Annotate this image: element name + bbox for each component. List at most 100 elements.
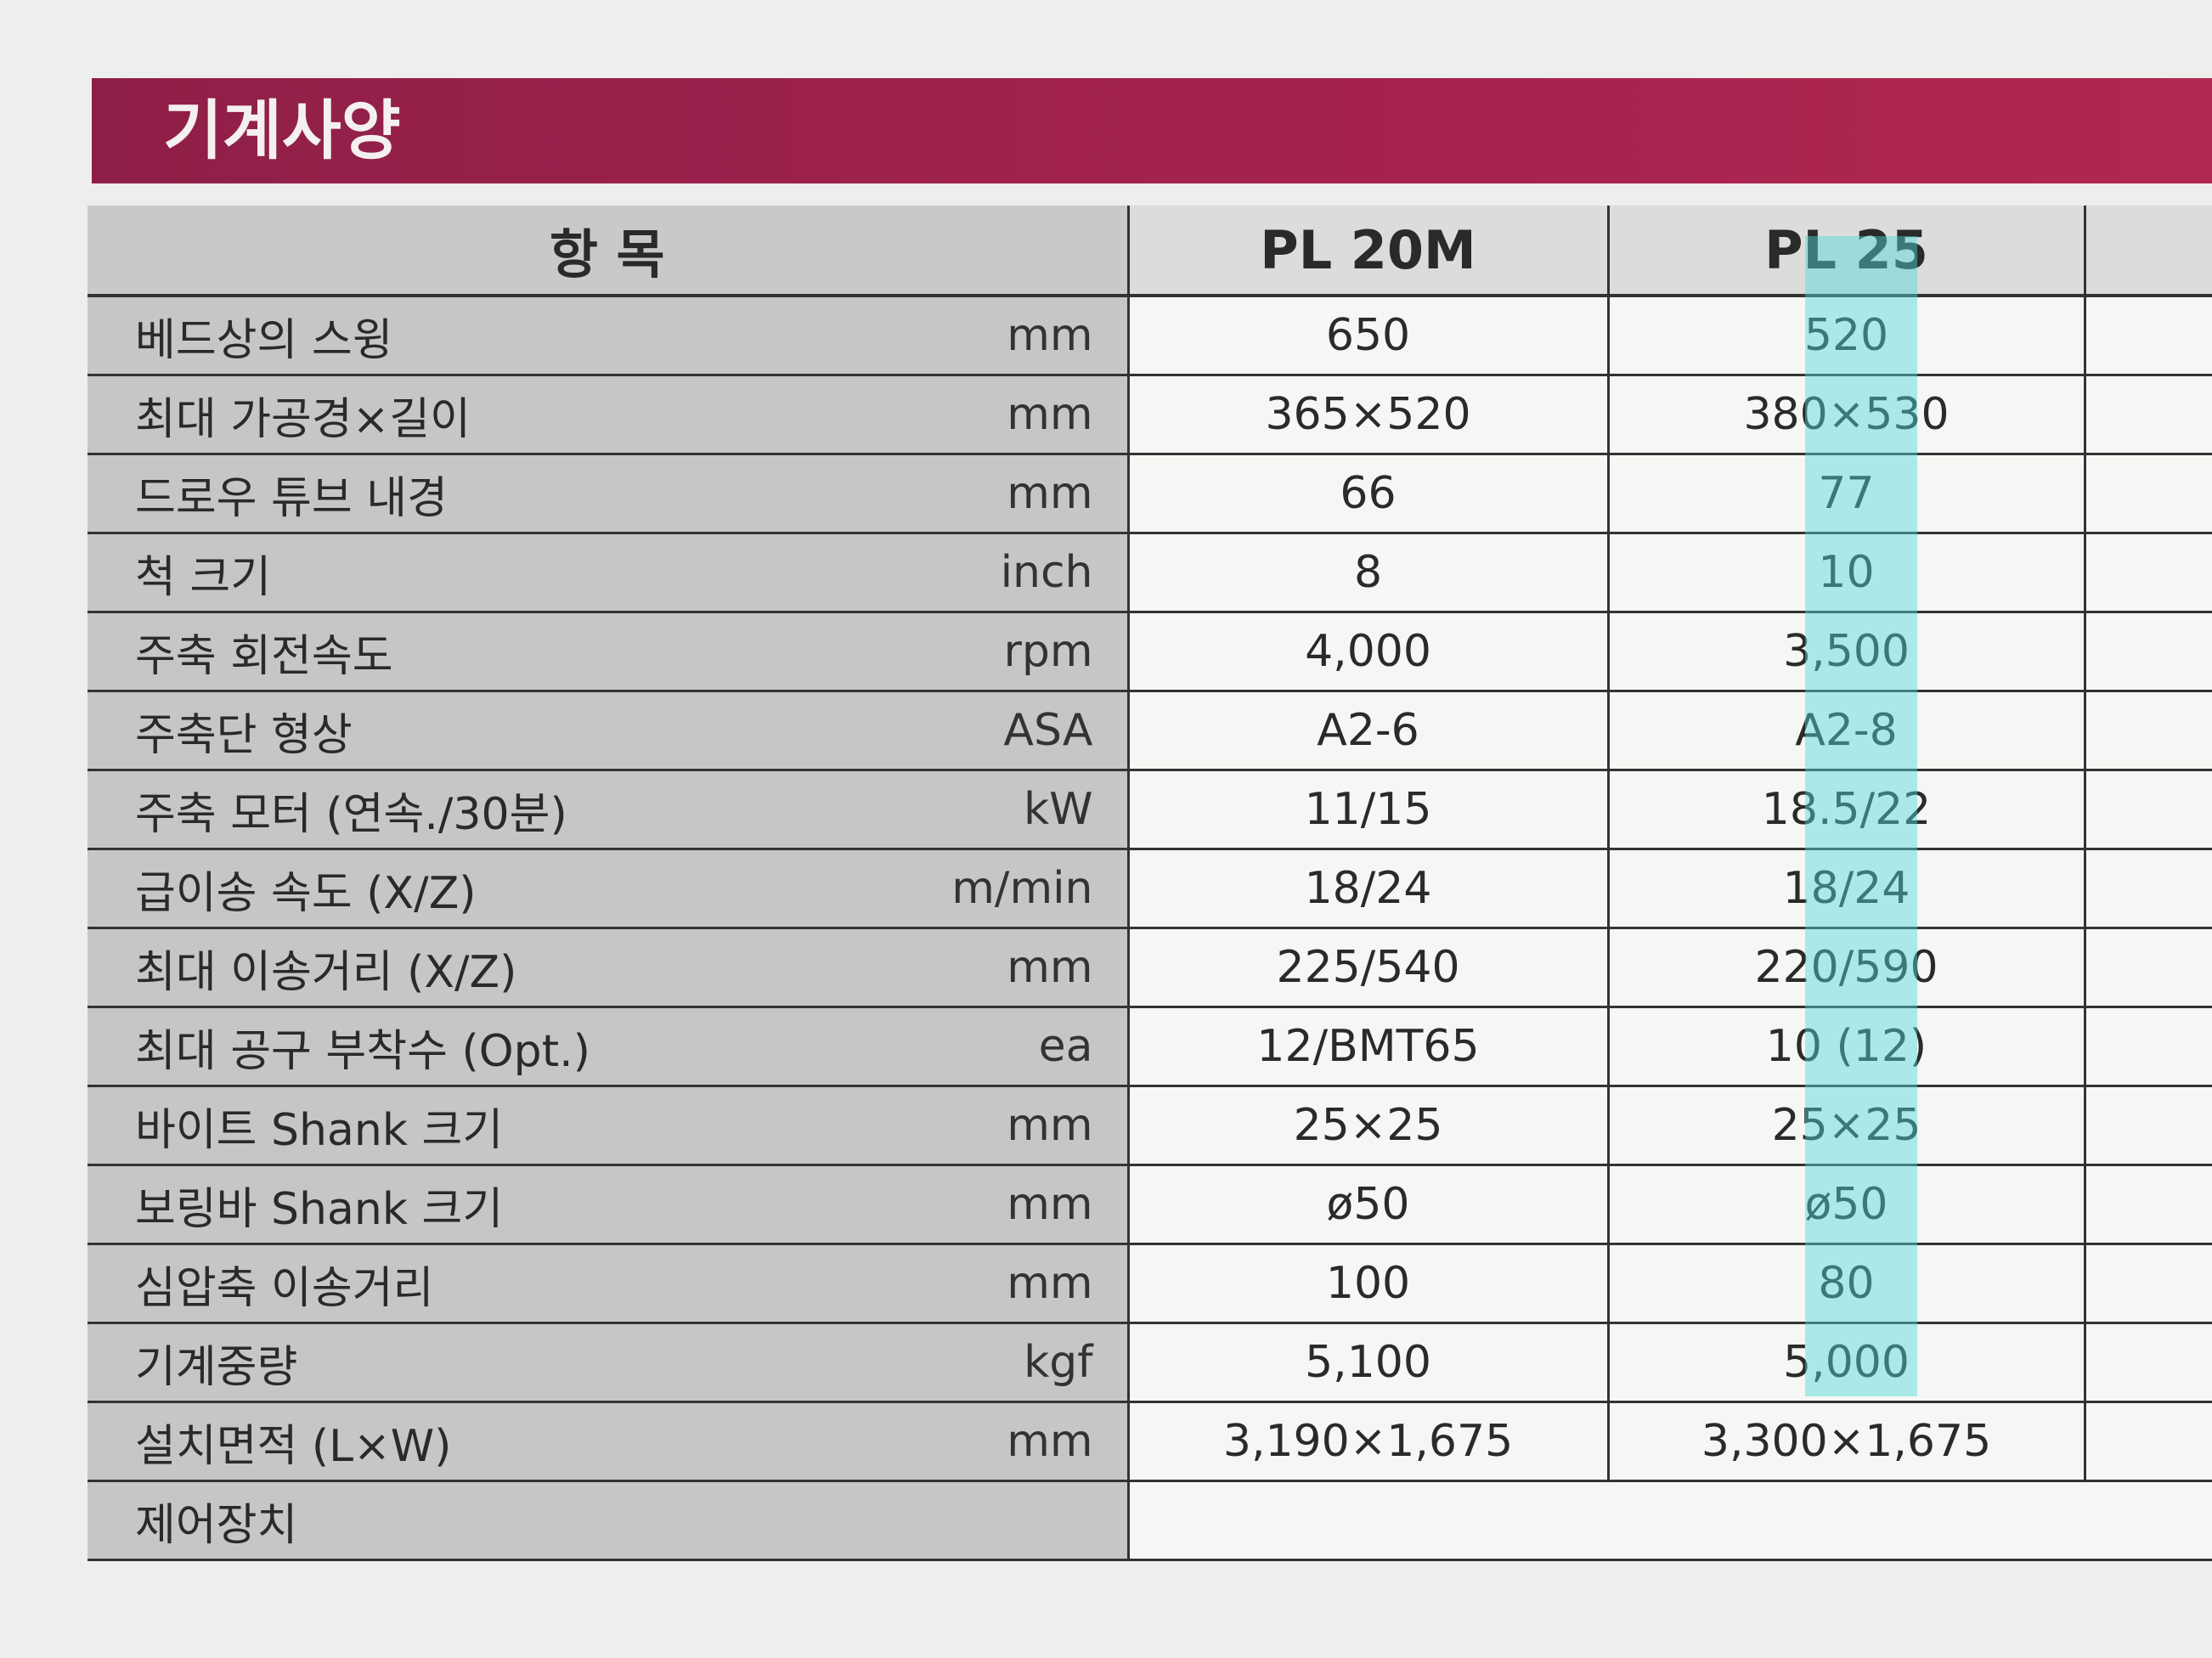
unit: mm — [869, 1401, 1129, 1482]
unit: mm — [869, 1086, 1129, 1166]
unit: mm — [869, 454, 1129, 534]
table-row: 베드상의 스윙 mm 650 520 — [87, 296, 2212, 376]
header-row: 항 목 PL 20M PL 25 — [87, 206, 2212, 297]
value-cell: 18/24 — [1606, 849, 2085, 929]
table-row: 주축단 형상 ASA A2-6 A2-8 — [87, 691, 2212, 771]
value-cell — [2083, 533, 2212, 613]
value-cell: 18.5/22 — [1606, 770, 2085, 850]
value-cell: 3,190×1,675 — [1126, 1401, 1609, 1482]
value-cell: 380×530 — [1606, 375, 2085, 455]
value-cell: A2-8 — [1606, 691, 2085, 771]
item-label: 베드상의 스윙 — [87, 296, 869, 376]
table-row: 최대 가공경×길이 mm 365×520 380×530 — [87, 375, 2212, 455]
unit: mm — [869, 1165, 1129, 1245]
value-cell: 12/BMT65 — [1126, 1007, 1609, 1087]
item-label: 최대 공구 부착수 (Opt.) — [87, 1007, 869, 1087]
table-row: 최대 이송거리 (X/Z) mm 225/540 220/590 — [87, 928, 2212, 1008]
item-label: 주축 회전속도 — [87, 612, 869, 692]
value-cell: 66 — [1126, 454, 1609, 534]
item-label: 주축 모터 (연속./30분) — [87, 770, 869, 850]
value-cell: 18/24 — [1126, 849, 1609, 929]
value-cell: 4,000 — [1126, 612, 1609, 692]
value-cell: 650 — [1126, 296, 1609, 376]
unit: mm — [869, 928, 1129, 1008]
value-cell — [2083, 612, 2212, 692]
value-cell: 220/590 — [1606, 928, 2085, 1008]
value-cell — [2083, 849, 2212, 929]
table-row: 최대 공구 부착수 (Opt.) ea 12/BMT65 10 (12) — [87, 1007, 2212, 1087]
value-cell — [2083, 928, 2212, 1008]
value-cell — [2083, 1244, 2212, 1324]
value-cell: 520 — [1606, 296, 2085, 376]
value-cell: 25×25 — [1606, 1086, 2085, 1166]
value-cell: 10 (12) — [1606, 1007, 2085, 1087]
unit: kgf — [869, 1322, 1129, 1403]
value-cell: 10 — [1606, 533, 2085, 613]
item-label: 기계중량 — [87, 1322, 869, 1403]
value-cell: 8 — [1126, 533, 1609, 613]
unit: kW — [869, 770, 1129, 850]
value-cell — [2083, 1401, 2212, 1482]
value-cell: ø50 — [1606, 1165, 2085, 1245]
table-row: 보링바 Shank 크기 mm ø50 ø50 — [87, 1165, 2212, 1245]
value-cell: 3,500 — [1606, 612, 2085, 692]
header-cell: PL 20M — [1126, 206, 1609, 297]
unit: ea — [869, 1007, 1129, 1087]
item-label: 최대 가공경×길이 — [87, 375, 869, 455]
header-cell: 항 목 — [87, 206, 1129, 297]
unit: m/min — [869, 849, 1129, 929]
value-cell — [2083, 691, 2212, 771]
unit: rpm — [869, 612, 1129, 692]
unit: mm — [869, 375, 1129, 455]
value-cell — [2083, 1322, 2212, 1403]
item-label: 척 크기 — [87, 533, 869, 613]
section-title: 기계사양 — [92, 78, 2212, 183]
unit: inch — [869, 533, 1129, 613]
table-row: 급이송 속도 (X/Z) m/min 18/24 18/24 — [87, 849, 2212, 929]
item-label: 주축단 형상 — [87, 691, 869, 771]
spec-table: 항 목 PL 20M PL 25 베드상의 스윙 mm 650 520 최대 가공경×길이 m… — [87, 206, 2212, 1561]
header-cell — [2083, 206, 2212, 297]
table-row: 제어장치 — [87, 1480, 2212, 1561]
item-label: 심압축 이송거리 — [87, 1244, 869, 1324]
value-cell — [1126, 1480, 2212, 1561]
value-cell: 25×25 — [1126, 1086, 1609, 1166]
value-cell: 80 — [1606, 1244, 2085, 1324]
value-cell: ø50 — [1126, 1165, 1609, 1245]
unit: mm — [869, 296, 1129, 376]
table-row: 척 크기 inch 8 10 — [87, 533, 2212, 613]
value-cell: 5,100 — [1126, 1322, 1609, 1403]
table-row: 설치면적 (L×W) mm 3,190×1,675 3,300×1,675 — [87, 1401, 2212, 1482]
value-cell: 11/15 — [1126, 770, 1609, 850]
value-cell — [2083, 770, 2212, 850]
value-cell: 5,000 — [1606, 1322, 2085, 1403]
unit — [869, 1480, 1129, 1561]
table-row: 바이트 Shank 크기 mm 25×25 25×25 — [87, 1086, 2212, 1166]
table-row: 기계중량 kgf 5,100 5,000 — [87, 1322, 2212, 1403]
value-cell — [2083, 1165, 2212, 1245]
header-cell: PL 25 — [1606, 206, 2085, 297]
value-cell: 3,300×1,675 — [1606, 1401, 2085, 1482]
value-cell — [2083, 1086, 2212, 1166]
value-cell — [2083, 454, 2212, 534]
value-cell: 225/540 — [1126, 928, 1609, 1008]
item-label: 설치면적 (L×W) — [87, 1401, 869, 1482]
value-cell — [2083, 375, 2212, 455]
value-cell — [2083, 1007, 2212, 1087]
value-cell: 100 — [1126, 1244, 1609, 1324]
table-row: 주축 모터 (연속./30분) kW 11/15 18.5/22 — [87, 770, 2212, 850]
item-label: 드로우 튜브 내경 — [87, 454, 869, 534]
value-cell: 77 — [1606, 454, 2085, 534]
table-row: 주축 회전속도 rpm 4,000 3,500 — [87, 612, 2212, 692]
table-body: 베드상의 스윙 mm 650 520 최대 가공경×길이 mm 365×520 380×530… — [87, 296, 2212, 1561]
value-cell: 365×520 — [1126, 375, 1609, 455]
value-cell — [2083, 296, 2212, 376]
item-label: 제어장치 — [87, 1480, 869, 1561]
item-label: 바이트 Shank 크기 — [87, 1086, 869, 1166]
unit: mm — [869, 1244, 1129, 1324]
item-label: 보링바 Shank 크기 — [87, 1165, 869, 1245]
table-row: 드로우 튜브 내경 mm 66 77 — [87, 454, 2212, 534]
table-row: 심압축 이송거리 mm 100 80 — [87, 1244, 2212, 1324]
unit: ASA — [869, 691, 1129, 771]
